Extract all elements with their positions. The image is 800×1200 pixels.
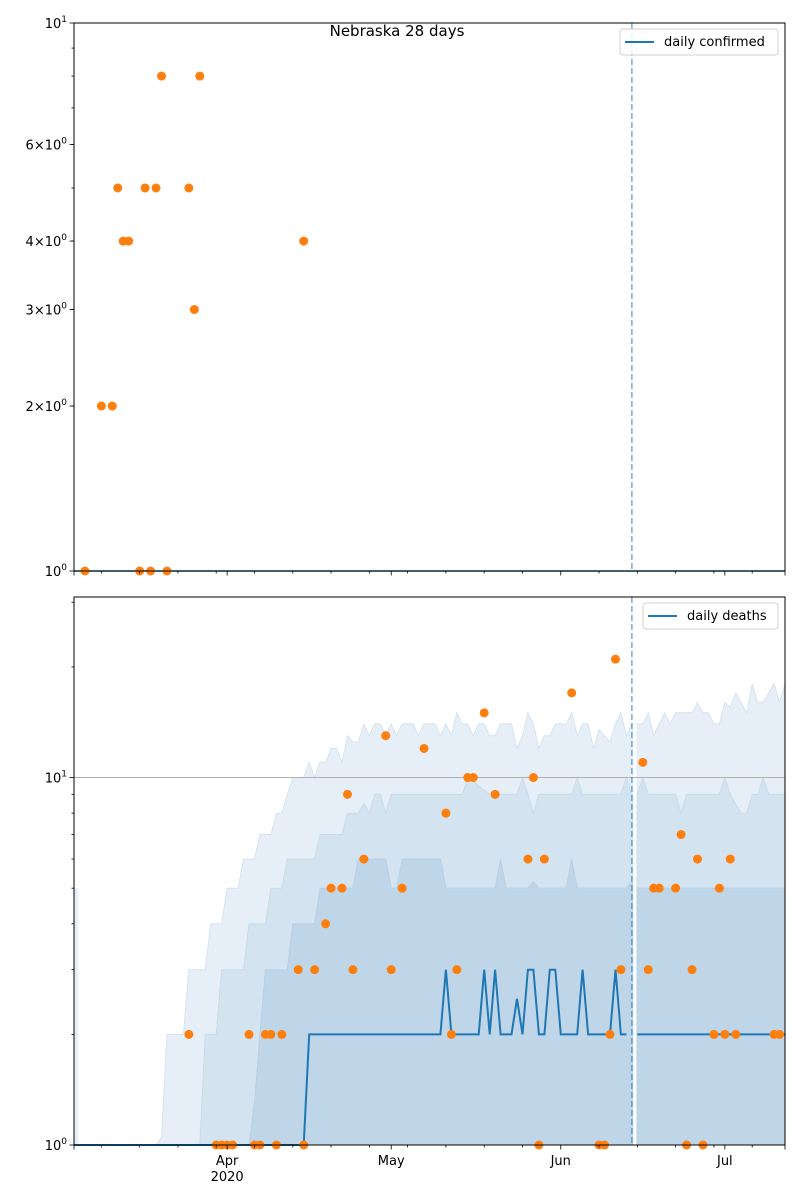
legend-label: daily confirmed [664,35,765,50]
observed-point [140,183,150,193]
observed-point [616,965,626,975]
deaths-axes-frame [73,596,786,1146]
observed-point [452,965,462,975]
confirmed-chart: 100 2×100 3×100 4×100 6×100 101 Nebraska 28 d… [26,15,786,580]
observed-point [189,305,199,315]
observed-point [310,965,320,975]
legend-label: daily deaths [687,609,767,624]
observed-point [610,654,620,664]
confirmed-plot-background [74,23,785,571]
observed-point [654,883,664,893]
observed-point [714,883,724,893]
observed-point [397,883,407,893]
y-tick-label: 100 [45,563,68,580]
observed-point [419,743,429,753]
observed-point [107,401,117,411]
y-tick-label: 3×100 [26,302,68,319]
observed-point [638,757,648,767]
observed-point [441,808,451,818]
observed-point [446,1029,456,1039]
observed-point [293,965,303,975]
observed-point [96,401,106,411]
observed-point [157,71,167,81]
x-tick-year-label: 2020 [211,1170,244,1185]
observed-point [528,773,538,783]
daily-deaths-line [74,968,627,1146]
observed-point [720,1029,730,1039]
observed-point [671,883,681,893]
observed-point [479,708,489,718]
observed-point [523,854,533,864]
x-tick-label: Jul [716,1154,733,1169]
confirmed-x-axis [73,571,786,576]
observed-point [337,883,347,893]
band-inner [74,858,786,1146]
observed-point [687,965,697,975]
observed-point [490,789,500,799]
observed-point [676,829,686,839]
observed-point [299,236,309,246]
observed-point [381,731,391,741]
confirmed-axes-frame [73,22,786,572]
legend-box [642,602,779,630]
observed-point [326,883,336,893]
observed-point [468,773,478,783]
confirmed-points-layer [80,71,309,576]
chart-title: Nebraska 28 days [330,22,465,40]
observed-point [567,688,577,698]
observed-point [348,965,358,975]
observed-point [113,183,123,193]
observed-point [731,1029,741,1039]
forecast-gap [633,597,637,1145]
y-tick-label: 101 [45,770,67,787]
x-tick-label: Jun [550,1154,571,1169]
observed-point [386,965,396,975]
observed-point [359,854,369,864]
confirmed-y-axis: 100 2×100 3×100 4×100 6×100 101 [26,15,74,580]
observed-point [184,183,194,193]
legend-box [619,28,779,56]
observed-point [709,1029,719,1039]
y-tick-label: 4×100 [26,233,68,250]
band-initial-sliver [74,888,78,1145]
observed-point [692,854,702,864]
x-tick-label: May [378,1154,405,1169]
y-tick-label: 101 [45,15,67,32]
observed-point [321,919,331,929]
observed-point [195,71,205,81]
deaths-legend[interactable]: daily deaths [642,602,779,630]
observed-point [124,236,134,246]
x-tick-label: Apr [216,1154,239,1169]
confirmed-legend[interactable]: daily confirmed [619,28,779,56]
observed-point [184,1029,194,1039]
y-tick-label: 6×100 [26,137,68,154]
y-tick-label: 100 [45,1137,68,1154]
observed-point [643,965,653,975]
observed-point [725,854,735,864]
observed-point [539,854,549,864]
observed-point [605,1029,615,1039]
observed-point [277,1029,287,1039]
observed-point [775,1029,785,1039]
deaths-points-layer [184,654,785,1150]
observed-point [151,183,161,193]
observed-point [266,1029,276,1039]
deaths-bands-layer [74,597,786,1146]
observed-point [342,789,352,799]
y-tick-label: 2×100 [26,398,68,415]
deaths-y-axis: 100 101 [45,601,74,1154]
observed-point [244,1029,254,1039]
